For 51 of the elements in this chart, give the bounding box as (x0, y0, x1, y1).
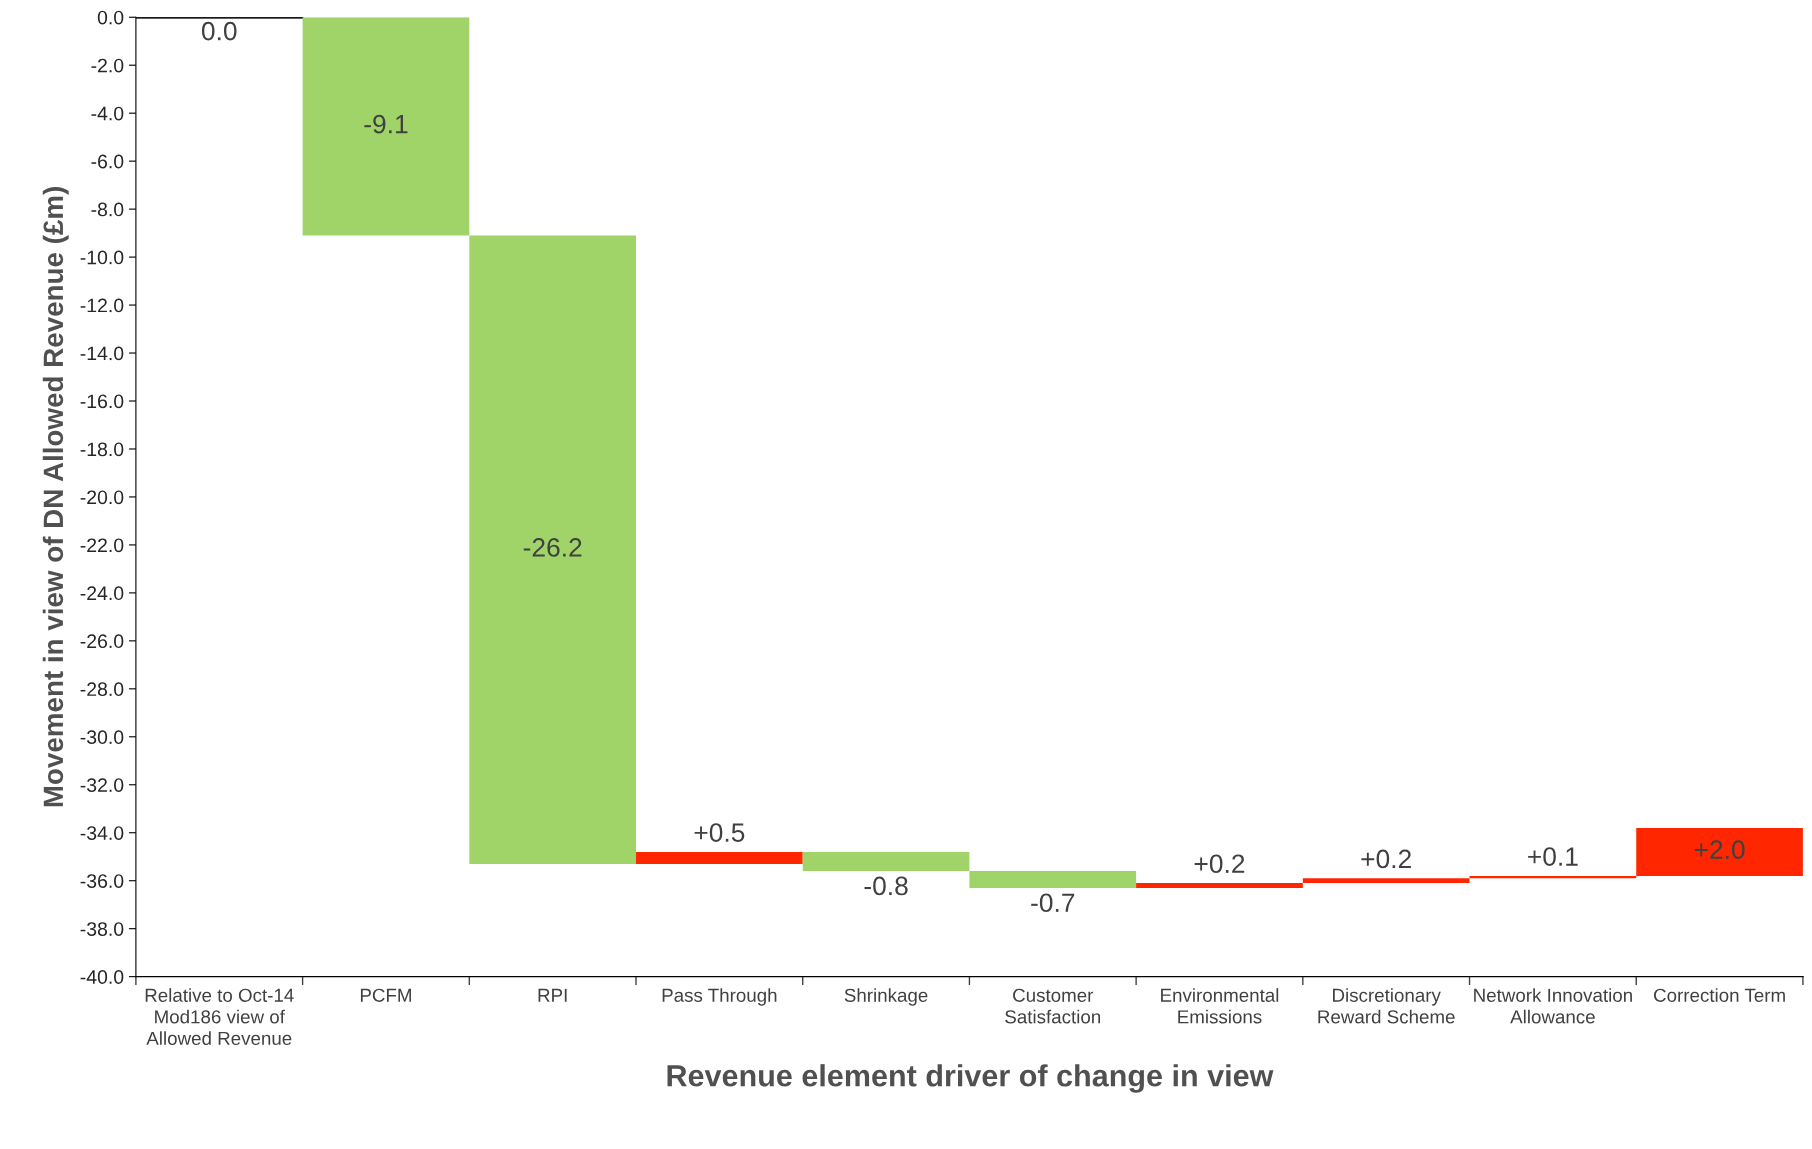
x-axis-title: Revenue element driver of change in view (667, 1064, 1274, 1093)
y-tick-label: -40.0 (80, 970, 124, 984)
data-label: +2.0 (1694, 840, 1745, 860)
y-tick-label: -22.0 (80, 538, 124, 553)
y-tick-label: -10.0 (80, 250, 124, 265)
y-tick-label: -2.0 (91, 58, 124, 73)
data-label: -26.2 (523, 538, 582, 557)
y-tick-label: -36.0 (80, 874, 124, 888)
y-tick-label: 0.0 (97, 10, 124, 25)
y-tick-label: -38.0 (80, 922, 124, 936)
bar (1136, 883, 1303, 888)
y-tick-label: -8.0 (91, 202, 124, 217)
data-label: 0.0 (201, 21, 237, 41)
y-tick-label: -12.0 (80, 298, 124, 313)
data-label: +0.5 (694, 823, 745, 842)
y-tick-label: -30.0 (80, 730, 124, 745)
x-tick-label: Discretionary Reward Scheme (1318, 988, 1455, 1024)
y-axis-title: Movement in view of DN Allowed Revenue (£m) (42, 187, 69, 807)
y-tick-label: -26.0 (80, 634, 124, 649)
bar (1302, 878, 1470, 884)
x-tick-label: Pass Through (662, 988, 777, 1006)
x-tick-label: Relative to Oct-14 Mod186 view of Allowed Revenue (145, 988, 294, 1046)
y-tick-label: -4.0 (91, 106, 124, 121)
y-tick-label: -6.0 (91, 154, 124, 169)
bar (969, 871, 1137, 888)
x-tick-label: Environmental Emissions (1161, 988, 1279, 1024)
y-tick-label: -14.0 (80, 346, 124, 361)
x-tick-label: Customer Satisfaction (1005, 988, 1101, 1024)
y-tick-label: -24.0 (80, 586, 124, 601)
bar (469, 235, 637, 864)
y-tick-label: -16.0 (80, 394, 124, 409)
data-label: -0.8 (864, 876, 908, 896)
y-tick-label: -34.0 (80, 826, 124, 840)
y-tick-label: -28.0 (80, 682, 124, 697)
x-tick-label: PCFM (360, 988, 411, 1002)
x-tick-label: RPI (538, 988, 567, 1002)
y-tick-label: -18.0 (80, 442, 124, 457)
bar (802, 851, 970, 872)
data-label: -0.7 (1031, 893, 1075, 913)
y-tick-label: -20.0 (80, 490, 124, 505)
bar (1636, 827, 1803, 876)
data-label: +0.1 (1528, 847, 1578, 866)
data-label: +0.2 (1194, 854, 1245, 874)
data-label: +0.2 (1361, 849, 1411, 869)
x-tick-label: Network Innovation Allowance (1474, 988, 1632, 1024)
x-tick-label: Correction Term (1654, 988, 1785, 1002)
bar (636, 851, 803, 864)
bar (302, 17, 470, 236)
data-label: -9.1 (364, 114, 408, 134)
y-tick-label: -32.0 (80, 778, 124, 792)
x-tick-label: Shrinkage (844, 988, 928, 1006)
